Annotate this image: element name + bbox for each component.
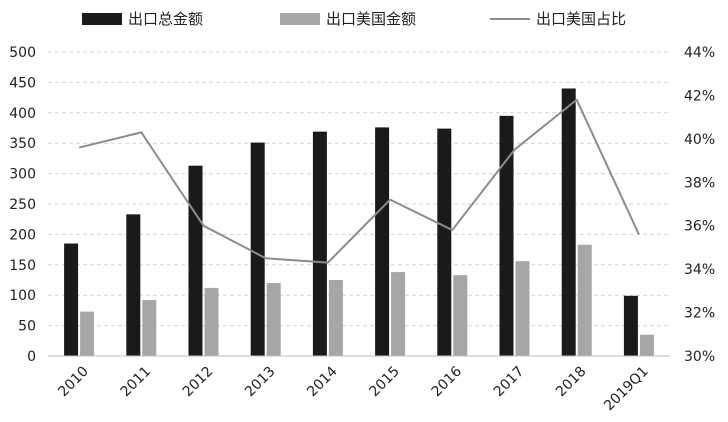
bar-total-export [188, 165, 203, 356]
legend-swatch-total [82, 13, 122, 25]
right-tick-label: 38% [684, 175, 715, 191]
right-axis: 30% 32% 34% 36% 38% 40% 42% 44% [684, 45, 715, 365]
left-tick-label: 150 [9, 258, 36, 274]
bar-total-export [561, 88, 576, 356]
right-tick-label: 44% [684, 45, 715, 61]
x-tick-label: 2010 [55, 364, 92, 401]
left-tick-label: 100 [9, 288, 36, 304]
x-axis: 2010 2011 2012 2013 2014 2015 2016 2017 2018 2019… [48, 355, 670, 415]
left-tick-label: 0 [27, 349, 36, 365]
bar-us-export [639, 334, 654, 356]
left-tick-label: 350 [9, 136, 36, 152]
legend: 出口总金额 出口美国金额 出口美国占比 [82, 10, 626, 28]
bar-us-export [266, 283, 281, 356]
x-tick-label: 2012 [180, 364, 217, 401]
line-series [78, 98, 640, 264]
left-tick-label: 450 [9, 75, 36, 91]
legend-label: 出口总金额 [128, 10, 203, 28]
x-tick-label: 2017 [491, 364, 528, 401]
bar-us-export [204, 287, 219, 356]
bar-total-export [250, 142, 265, 356]
bar-us-export [328, 280, 343, 356]
left-tick-label: 400 [9, 106, 36, 122]
left-axis: 0 50 100 150 200 250 300 350 400 450 500 [9, 45, 36, 365]
right-tick-label: 34% [684, 262, 715, 278]
bar-total-export [499, 115, 514, 356]
bar-total-export [623, 295, 638, 356]
x-tick-label: 2011 [118, 364, 155, 401]
bar-us-export [80, 311, 95, 356]
x-tick-label: 2013 [242, 364, 279, 401]
legend-swatch-us [280, 13, 320, 25]
gridlines [48, 51, 670, 327]
left-tick-label: 300 [9, 167, 36, 183]
x-tick-label: 2014 [304, 363, 341, 400]
left-tick-label: 200 [9, 227, 36, 243]
bar-us-export [453, 275, 468, 356]
left-tick-label: 250 [9, 197, 36, 213]
legend-label: 出口美国金额 [326, 10, 416, 28]
line-us-share [78, 98, 640, 264]
bar-series [64, 88, 654, 356]
bar-total-export [375, 127, 390, 356]
left-tick-label: 500 [9, 45, 36, 61]
bar-total-export [312, 131, 327, 356]
x-tick-label: 2015 [366, 364, 403, 401]
right-tick-label: 42% [684, 88, 715, 104]
x-tick-label: 2019Q1 [601, 364, 652, 415]
bar-total-export [126, 214, 141, 356]
left-tick-label: 50 [18, 319, 36, 335]
legend-label: 出口美国占比 [536, 10, 626, 28]
bar-total-export [437, 128, 452, 356]
bar-total-export [64, 243, 79, 356]
x-tick-label: 2016 [429, 363, 466, 400]
bar-us-export [142, 300, 157, 356]
right-tick-label: 40% [684, 132, 715, 148]
x-tick-label: 2018 [553, 364, 590, 401]
right-tick-label: 36% [684, 219, 715, 235]
bar-us-export [577, 244, 592, 356]
right-tick-label: 30% [684, 349, 715, 365]
right-tick-label: 32% [684, 306, 715, 322]
bar-us-export [391, 272, 406, 356]
bar-us-export [515, 261, 530, 356]
